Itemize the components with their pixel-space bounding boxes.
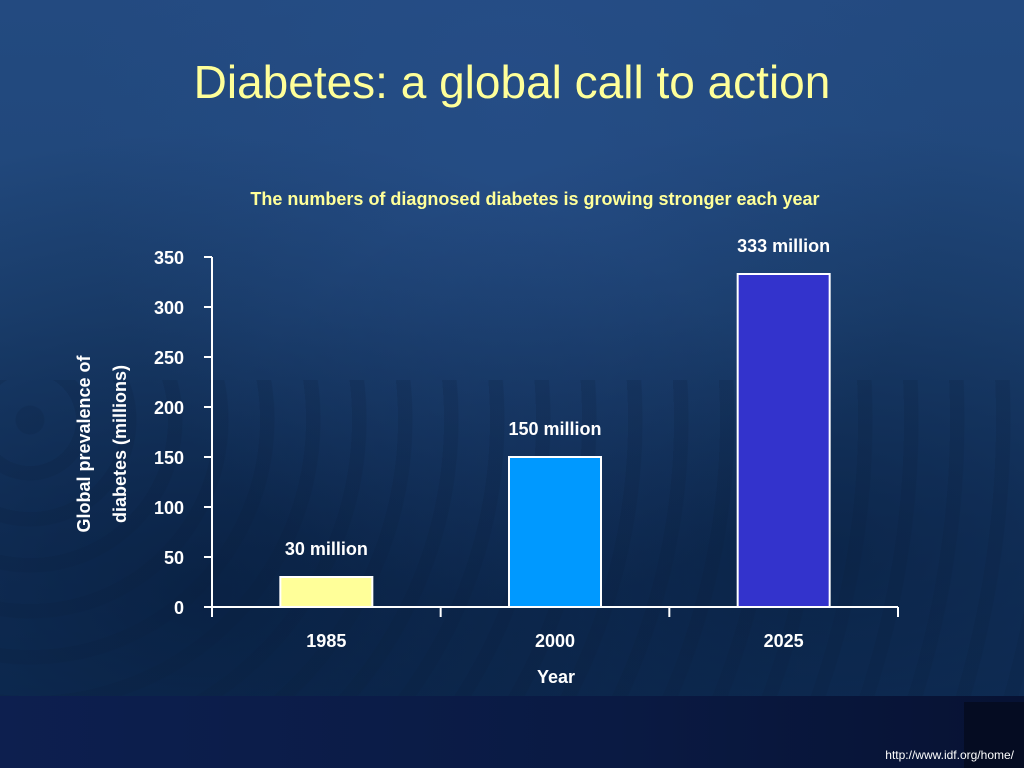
y-tick-label: 250 (154, 348, 184, 368)
bar-2000 (508, 456, 602, 608)
bars: 30 million 150 million 333 million (279, 236, 831, 608)
y-tick-label: 350 (154, 248, 184, 268)
bar-1985 (279, 576, 374, 608)
x-tick-label: 1985 (306, 631, 346, 651)
x-axis-ticks: 1985 2000 2025 (211, 607, 899, 651)
x-tick-label: 2025 (764, 631, 804, 651)
y-tick-label: 100 (154, 498, 184, 518)
data-label-2025: 333 million (737, 236, 830, 256)
x-tick-label: 2000 (535, 631, 575, 651)
y-tick-label: 200 (154, 398, 184, 418)
slide-title: Diabetes: a global call to action (193, 56, 831, 108)
bar-chart: 0 50 100 150 200 250 300 350 30 million 150 mill… (74, 236, 899, 687)
y-tick-label: 50 (164, 548, 184, 568)
data-label-2000: 150 million (508, 419, 601, 439)
y-axis-ticks: 0 50 100 150 200 250 300 350 (154, 248, 212, 618)
bottom-band (0, 696, 1024, 768)
bar-2025 (736, 273, 831, 608)
data-label-1985: 30 million (285, 539, 368, 559)
y-tick-label: 0 (174, 598, 184, 618)
y-tick-label: 300 (154, 298, 184, 318)
x-axis-label: Year (537, 667, 575, 687)
axes (211, 257, 898, 608)
y-tick-label: 150 (154, 448, 184, 468)
source-url[interactable]: http://www.idf.org/home/ (885, 748, 1014, 762)
chart-title: The numbers of diagnosed diabetes is gro… (250, 189, 820, 209)
y-axis-label-line1: Global prevalence of (74, 354, 94, 532)
y-axis-label-line2: diabetes (millions) (110, 365, 130, 523)
